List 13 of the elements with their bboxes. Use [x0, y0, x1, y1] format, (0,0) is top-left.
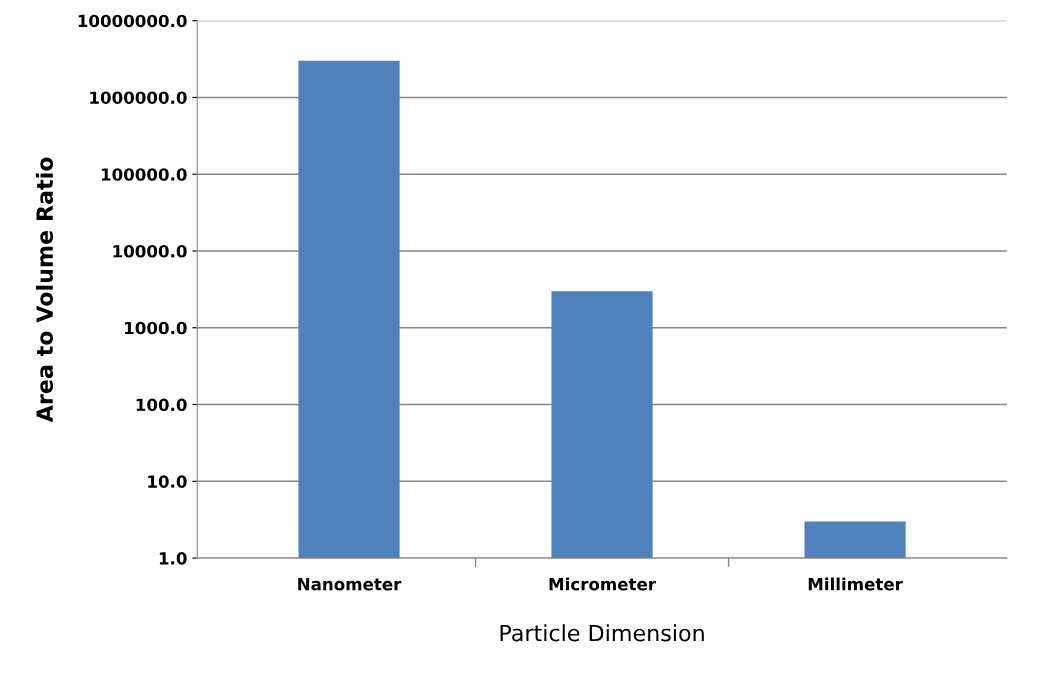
y-tick-label: 1000.0	[125, 321, 187, 335]
y-tick-label: 10000.0	[113, 244, 187, 258]
y-tick-label: 1.0	[159, 552, 187, 565]
y-axis-title: Area to Volume Ratio	[35, 157, 54, 423]
y-tick-label: 100.0	[136, 398, 187, 412]
y-tick-label: 10000000.0	[78, 14, 187, 28]
y-tick-label: 1000000.0	[90, 91, 187, 105]
y-tick-label: 100000.0	[101, 168, 187, 181]
x-tick-label: Nanometer	[298, 578, 402, 591]
x-axis-title: Particle Dimension	[500, 624, 704, 642]
x-tick-label: Millimeter	[808, 577, 903, 591]
x-tick-label: Micrometer	[549, 577, 656, 591]
y-tick-label: 10.0	[148, 475, 187, 488]
